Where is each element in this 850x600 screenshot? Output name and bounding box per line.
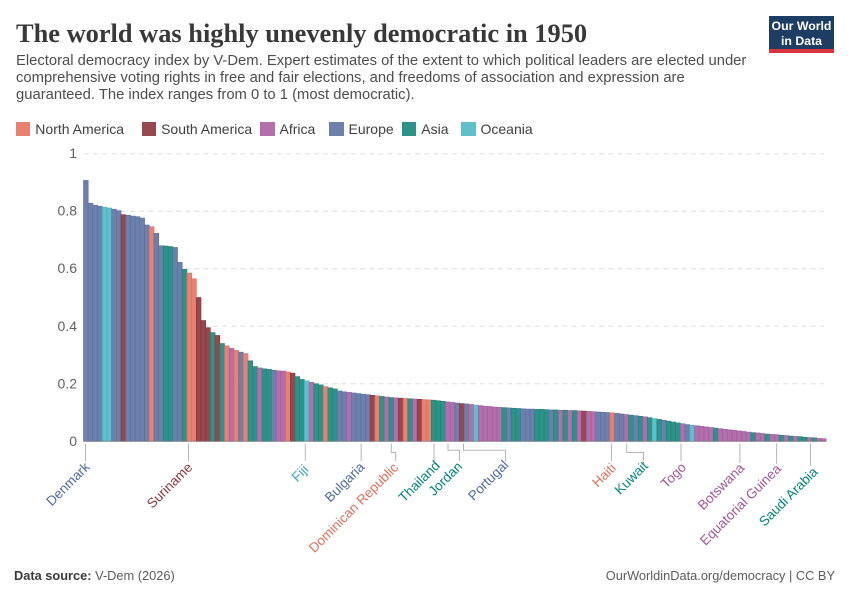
svg-text:0: 0 — [69, 433, 77, 449]
svg-text:0.4: 0.4 — [58, 318, 78, 334]
svg-text:0.2: 0.2 — [58, 375, 78, 391]
svg-text:Suriname: Suriname — [144, 460, 195, 511]
svg-text:Portugal: Portugal — [465, 457, 511, 503]
svg-text:0.8: 0.8 — [58, 203, 78, 219]
svg-text:0.6: 0.6 — [58, 260, 78, 276]
svg-text:Kuwait: Kuwait — [612, 458, 651, 497]
svg-text:Fiji: Fiji — [289, 462, 312, 485]
svg-text:Togo: Togo — [658, 460, 689, 491]
svg-text:Denmark: Denmark — [43, 459, 93, 509]
svg-text:1: 1 — [69, 145, 77, 161]
